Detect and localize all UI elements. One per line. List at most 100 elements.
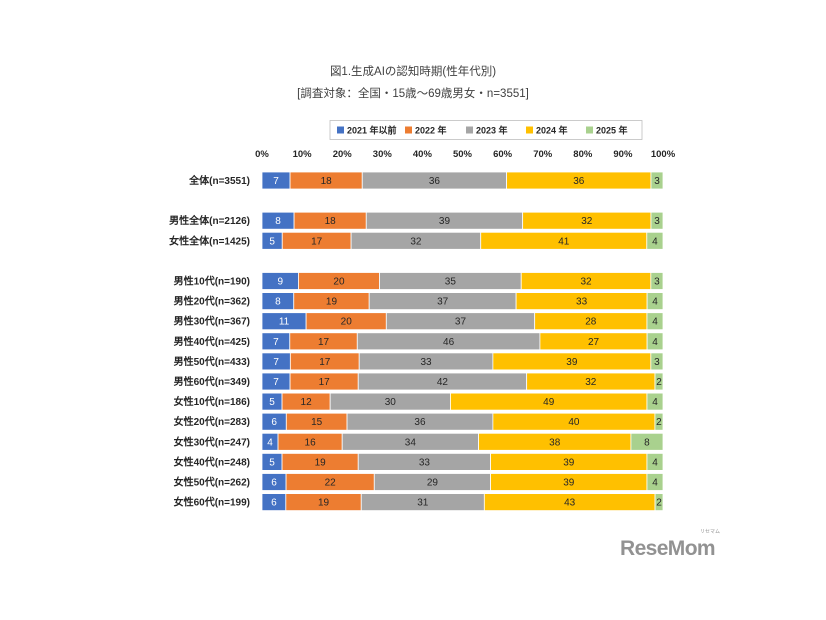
- data-label: 7: [273, 377, 279, 388]
- x-tick-label: 20%: [333, 149, 353, 160]
- bar-row: 女性40代(n=248) 5 19 33 39 4: [174, 452, 664, 471]
- data-label: 6: [271, 417, 277, 428]
- data-label: 32: [410, 236, 422, 247]
- category-label: 女性30代(n=247): [174, 435, 250, 448]
- bar-segment: [654, 372, 664, 391]
- category-label: 女性10代(n=186): [174, 395, 250, 408]
- bar-row: 男性60代(n=349) 7 17 42 32 2: [174, 372, 664, 391]
- category-label: 全体(n=3551): [188, 174, 250, 187]
- data-label: 33: [420, 357, 432, 368]
- data-label: 18: [321, 176, 333, 187]
- data-label: 37: [455, 317, 467, 328]
- x-tick-label: 90%: [613, 149, 633, 160]
- data-label: 33: [419, 457, 431, 468]
- bar-row: 男性20代(n=362) 8 19 37 33 4: [174, 292, 664, 311]
- data-label: 36: [414, 417, 426, 428]
- bar-row: 女性30代(n=247) 4 16 34 38 8: [174, 432, 664, 451]
- data-label: 39: [566, 357, 578, 368]
- category-label: 男性30代(n=367): [174, 315, 250, 328]
- data-label: 2: [656, 377, 662, 388]
- data-label: 7: [273, 337, 279, 348]
- data-label: 35: [445, 277, 457, 288]
- category-label: 男性60代(n=349): [174, 375, 250, 388]
- data-label: 49: [543, 397, 555, 408]
- legend-label: 2021 年以前: [347, 125, 397, 136]
- x-tick-label: 50%: [453, 149, 473, 160]
- data-label: 2: [656, 417, 662, 428]
- bar-segment: [646, 392, 664, 411]
- data-label: 33: [576, 297, 588, 308]
- data-label: 16: [305, 437, 317, 448]
- bar-segment: [654, 412, 664, 431]
- data-label: 17: [319, 377, 331, 388]
- data-label: 22: [325, 478, 337, 489]
- legend-swatch: [586, 126, 593, 134]
- data-label: 4: [652, 317, 658, 328]
- x-tick-label: 40%: [413, 149, 433, 160]
- data-label: 40: [568, 417, 580, 428]
- data-label: 38: [549, 437, 561, 448]
- legend-swatch: [526, 126, 533, 134]
- data-label: 6: [271, 478, 277, 489]
- bar-segment: [654, 493, 664, 512]
- bar-row: 女性10代(n=186) 5 12 30 49 4: [174, 392, 664, 411]
- data-label: 3: [654, 277, 660, 288]
- data-label: 8: [275, 297, 281, 308]
- chart-title: 図1.生成AIの認知時期(性年代別): [330, 64, 496, 78]
- data-label: 31: [417, 498, 429, 509]
- data-label: 28: [585, 317, 597, 328]
- data-label: 32: [585, 377, 597, 388]
- data-label: 7: [273, 357, 279, 368]
- legend-swatch: [337, 126, 344, 134]
- legend-label: 2024 年: [536, 125, 568, 136]
- bar-row: 男性10代(n=190) 9 20 35 32 3: [174, 272, 664, 290]
- data-label: 30: [385, 397, 397, 408]
- data-label: 19: [315, 457, 327, 468]
- logo-kana: リセマム: [700, 529, 721, 535]
- data-label: 39: [563, 457, 575, 468]
- data-label: 4: [652, 457, 658, 468]
- data-label: 11: [279, 317, 290, 328]
- bar-segment: [650, 272, 664, 290]
- category-label: 男性40代(n=425): [174, 335, 250, 348]
- legend-label: 2022 年: [415, 125, 447, 136]
- bar-row: 女性50代(n=262) 6 22 29 39 4: [174, 473, 664, 491]
- data-label: 42: [437, 377, 449, 388]
- bar-segment: [646, 473, 664, 491]
- data-label: 19: [318, 498, 330, 509]
- bar-row: 女性60代(n=199) 6 19 31 43 2: [174, 493, 664, 512]
- resemom-logo: リセマム ReseMom: [620, 530, 724, 564]
- bar-segment: [630, 432, 664, 451]
- bar-row: 男性30代(n=367) 11 20 37 28 4: [174, 312, 664, 331]
- bar-row: 男性全体(n=2126) 8 18 39 32 3: [169, 211, 664, 230]
- data-label: 8: [275, 216, 281, 227]
- category-label: 男性全体(n=2126): [169, 214, 250, 227]
- data-label: 4: [652, 478, 658, 489]
- data-label: 12: [301, 397, 313, 408]
- data-label: 6: [271, 498, 277, 509]
- category-label: 男性50代(n=433): [174, 355, 250, 368]
- legend-label: 2025 年: [596, 125, 628, 136]
- bar-segment: [650, 352, 664, 371]
- bar-segment: [646, 332, 664, 351]
- legend-swatch: [405, 126, 412, 134]
- data-label: 3: [654, 216, 660, 227]
- bar-segment: [650, 211, 664, 230]
- legend-frame: [329, 120, 643, 140]
- logo-wordmark: ReseMom: [620, 537, 716, 560]
- data-label: 20: [341, 317, 353, 328]
- legend: 2021 年以前 2022 年 2023 年 2024 年 2025 年: [329, 120, 643, 140]
- data-label: 18: [325, 216, 337, 227]
- data-label: 20: [333, 277, 345, 288]
- legend-swatch: [466, 126, 473, 134]
- x-axis-tick-labels: 0% 10% 20% 30% 40% 50% 60% 70% 80% 90% 100%: [255, 149, 676, 160]
- data-label: 34: [405, 437, 417, 448]
- data-label: 9: [277, 277, 283, 288]
- data-label: 32: [581, 216, 593, 227]
- x-tick-label: 100%: [651, 149, 676, 160]
- bar-segment: [646, 452, 664, 471]
- category-label: 女性50代(n=262): [174, 476, 250, 489]
- data-label: 4: [267, 437, 273, 448]
- data-label: 15: [311, 417, 323, 428]
